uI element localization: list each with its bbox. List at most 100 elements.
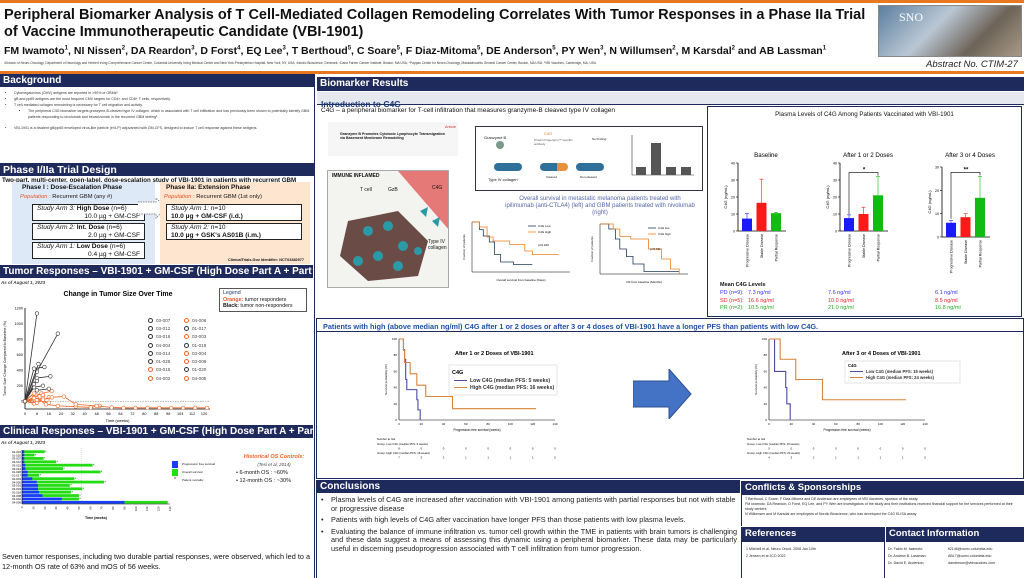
row-label: 03-007	[12, 457, 21, 461]
km-curve-high	[769, 338, 907, 401]
x-tick-label: 40	[66, 506, 70, 510]
study-arm-box: Study Arm 1: n=10 10.0 µg + GM-CSF (i.d.)	[166, 204, 302, 221]
category-label: Progressive Disease	[949, 240, 953, 273]
legend-item: Progression free survival	[172, 460, 215, 468]
arm-dose: 10.0 µg + GSK's AS01B (i.m.)	[171, 231, 261, 239]
risk-count: 0	[813, 447, 815, 451]
legend-label: Progression free survival	[182, 462, 216, 466]
c4g-label: C4G	[432, 185, 443, 191]
os-bar	[22, 494, 79, 497]
data-point	[49, 389, 54, 394]
background-header: Background	[0, 74, 314, 87]
mean-value: 7.3 ng/ml	[748, 290, 771, 296]
os-curve	[472, 221, 533, 265]
x-tick-label: 40	[812, 422, 816, 426]
km-title: After 1 or 2 Doses of VBI-1901	[455, 351, 534, 357]
mortality-marker: *	[45, 450, 47, 454]
melanoma-os-chart: Overall survival from baseline (Days) Fra…	[462, 221, 570, 282]
mortality-icon: *	[174, 477, 176, 483]
y-tick-label: 100	[762, 337, 767, 341]
panel-title: After 3 or 4 Doses	[945, 152, 995, 159]
legend-box	[844, 360, 961, 384]
y-tick-label: 1000	[15, 322, 23, 326]
legend-label: 04-005	[192, 375, 207, 381]
x-tick-label: 8	[36, 412, 38, 416]
background-item: gB and pp65 antigens are the most freque…	[14, 96, 310, 102]
risk-count: 0	[791, 447, 793, 451]
x-tick-label: 48	[94, 412, 98, 416]
risk-count: 0	[421, 447, 423, 451]
background-item: VBI-1901 is a bivalent gB/pp65 enveloped…	[14, 125, 310, 131]
x-tick-label: 104	[177, 412, 183, 416]
risk-count: 1	[510, 456, 512, 460]
os-curve	[600, 223, 680, 272]
contact-email: fi2146@cumc.columbia.edu	[948, 547, 993, 551]
x-tick-label: 90	[122, 506, 126, 510]
mean-levels-table: PD (n=9): 7.3 ng/ml 7.6 ng/ml 6.1 ng/ml SD (…	[720, 290, 1020, 313]
tumor-responses-header: Tumor Responses – VBI-1901 + GM-CSF (Hig…	[0, 265, 313, 278]
legend-marker-icon	[148, 334, 153, 340]
risk-group-label: Group: High C4G (median PFS: 24 weeks)	[747, 451, 800, 455]
mean-row-label: PD (n=9):	[720, 290, 744, 296]
arm-n: (n=6)	[109, 243, 126, 250]
legend-label: 01-028	[156, 359, 171, 365]
historical-controls: Historical OS Controls: (Tesi et al, 201…	[236, 453, 312, 485]
conclusion-item: Plasma levels of C4G are increased after…	[317, 495, 737, 513]
pfs-bar	[22, 497, 62, 501]
poster-title: Peripheral Biomarker Analysis of T Cell-…	[4, 7, 866, 40]
mortality-marker: *	[75, 477, 77, 481]
mortality-marker: *	[104, 480, 106, 484]
series-line-01-020	[24, 383, 35, 402]
data-point	[40, 392, 46, 398]
km-curve-low	[769, 338, 791, 420]
pfs-bar	[22, 500, 125, 504]
bar-progressive-disease	[742, 218, 752, 231]
risk-count: 0	[487, 447, 489, 451]
data-point	[61, 394, 66, 399]
legend-marker-icon	[148, 325, 153, 331]
arm-label: Study Arm 3:	[37, 205, 75, 212]
p-value: p=0.011	[650, 247, 661, 251]
data-point	[31, 366, 37, 371]
legend-label: C4G high	[658, 232, 671, 236]
row-label: 04-004	[12, 450, 21, 454]
legend-label: 03-016	[156, 334, 171, 340]
x-tick-label: 16	[47, 412, 51, 416]
data-point	[31, 396, 37, 401]
data-point	[31, 391, 37, 396]
author-affiliation: 5	[476, 45, 481, 52]
y-tick-label: 40	[394, 386, 398, 390]
bar-stable-disease	[858, 214, 869, 231]
mean-value: 10.0 ng/ml	[828, 297, 854, 304]
mean-row-label: SD (n=5):	[720, 297, 744, 304]
legend-orange-key: Orange:	[223, 296, 244, 303]
risk-count: 4	[768, 456, 770, 460]
risk-count: 1	[465, 456, 467, 460]
risk-count: 0	[857, 447, 859, 451]
legend-label: 03-015	[156, 367, 171, 373]
conference-logo: SNO	[878, 5, 1022, 57]
data-point	[46, 386, 51, 391]
bar-partial-response	[873, 195, 883, 231]
conflicts-panel: Conflicts & Sponsorships T Berthoud, C S…	[741, 481, 1024, 526]
os-bar	[22, 450, 45, 454]
clinical-summary: Seven tumor responses, including two dur…	[2, 552, 310, 571]
row-label: 03-008	[12, 494, 21, 498]
author-name: FM Iwamoto	[4, 45, 65, 57]
data-point	[22, 399, 28, 404]
as-of-date: As of August 1, 2023	[1, 440, 46, 445]
trial-design-subtitle: Two-part, multi-center, open-label, dose…	[2, 177, 297, 184]
y-tick-label: 800	[17, 338, 23, 342]
antibody-label: Protein Fingerprint™ specific antibody	[534, 138, 573, 146]
legend-item: * Patient mortality	[172, 476, 215, 484]
legend-label: Low C4G (median PFS: 5 weeks)	[470, 378, 550, 384]
author-affiliation: 5	[552, 45, 556, 52]
contact-email: danderson@vbivaccines.com	[948, 561, 995, 565]
author-affiliation: 5	[396, 45, 400, 52]
y-tick-label: 200	[17, 384, 23, 388]
collagen-label: Type IV collagen	[428, 239, 447, 251]
historical-item: 6-month OS : ~60%	[239, 470, 288, 476]
os-bar	[22, 473, 40, 477]
author-name: AB Lassman	[759, 45, 823, 57]
